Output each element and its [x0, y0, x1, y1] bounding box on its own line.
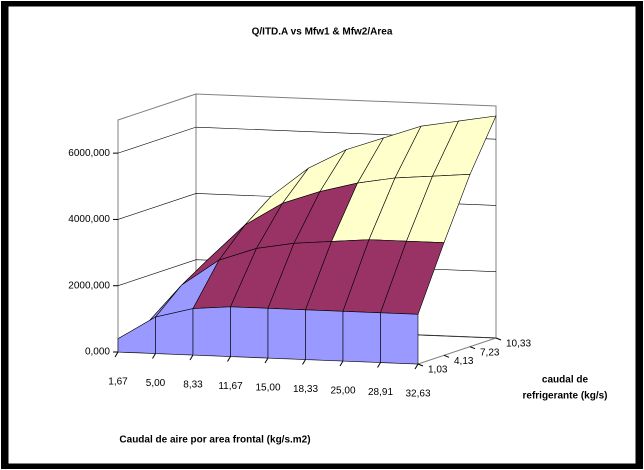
- x-tick: [189, 354, 194, 361]
- x-tick-label: 32,63: [405, 389, 430, 400]
- surface-side: [155, 308, 194, 356]
- x-tick: [227, 356, 231, 362]
- x-tick: [377, 362, 381, 368]
- x-tick: [264, 357, 269, 364]
- y-axis-title: caudal de: [542, 375, 589, 386]
- surface-side: [267, 307, 306, 360]
- y-tick: [495, 337, 502, 341]
- surface-side: [380, 312, 419, 365]
- chart-title: Q/ITD.A vs Mfw1 & Mfw2/Area: [252, 27, 393, 38]
- x-tick: [114, 351, 119, 358]
- x-tick-label: 28,91: [368, 387, 393, 398]
- x-tick-label: 5,00: [146, 378, 166, 389]
- y-tick: [443, 354, 450, 358]
- z-tick-label: 2000,000: [68, 280, 110, 291]
- x-tick: [152, 353, 156, 359]
- z-tick-label: 4000,000: [68, 214, 110, 225]
- surface-side: [305, 309, 344, 362]
- x-tick: [339, 360, 344, 367]
- y-tick-label: 4,13: [454, 356, 474, 367]
- y-axis-title: refrigerante (kg/s): [522, 391, 607, 402]
- y-tick: [417, 363, 424, 367]
- z-tick-label: 6000,000: [68, 148, 110, 159]
- x-tick-label: 8,33: [183, 380, 203, 391]
- surface-side: [342, 310, 381, 363]
- x-tick-label: 11,67: [218, 381, 243, 392]
- x-tick: [414, 363, 419, 370]
- y-tick-label: 10,33: [506, 339, 531, 350]
- x-tick: [302, 359, 306, 365]
- y-tick: [469, 346, 476, 350]
- x-axis-title: Caudal de aire por area frontal (kg/s.m2…: [119, 435, 310, 446]
- z-tick-label: 0,000: [85, 347, 110, 358]
- x-tick-label: 15,00: [255, 383, 280, 394]
- surface-side: [192, 306, 231, 357]
- y-tick-label: 7,23: [480, 347, 500, 358]
- x-tick-label: 1,67: [108, 377, 128, 388]
- x-tick-label: 18,33: [293, 384, 318, 395]
- y-tick-label: 1,03: [428, 365, 448, 376]
- x-tick-label: 25,00: [330, 386, 355, 397]
- surface-side: [230, 306, 269, 359]
